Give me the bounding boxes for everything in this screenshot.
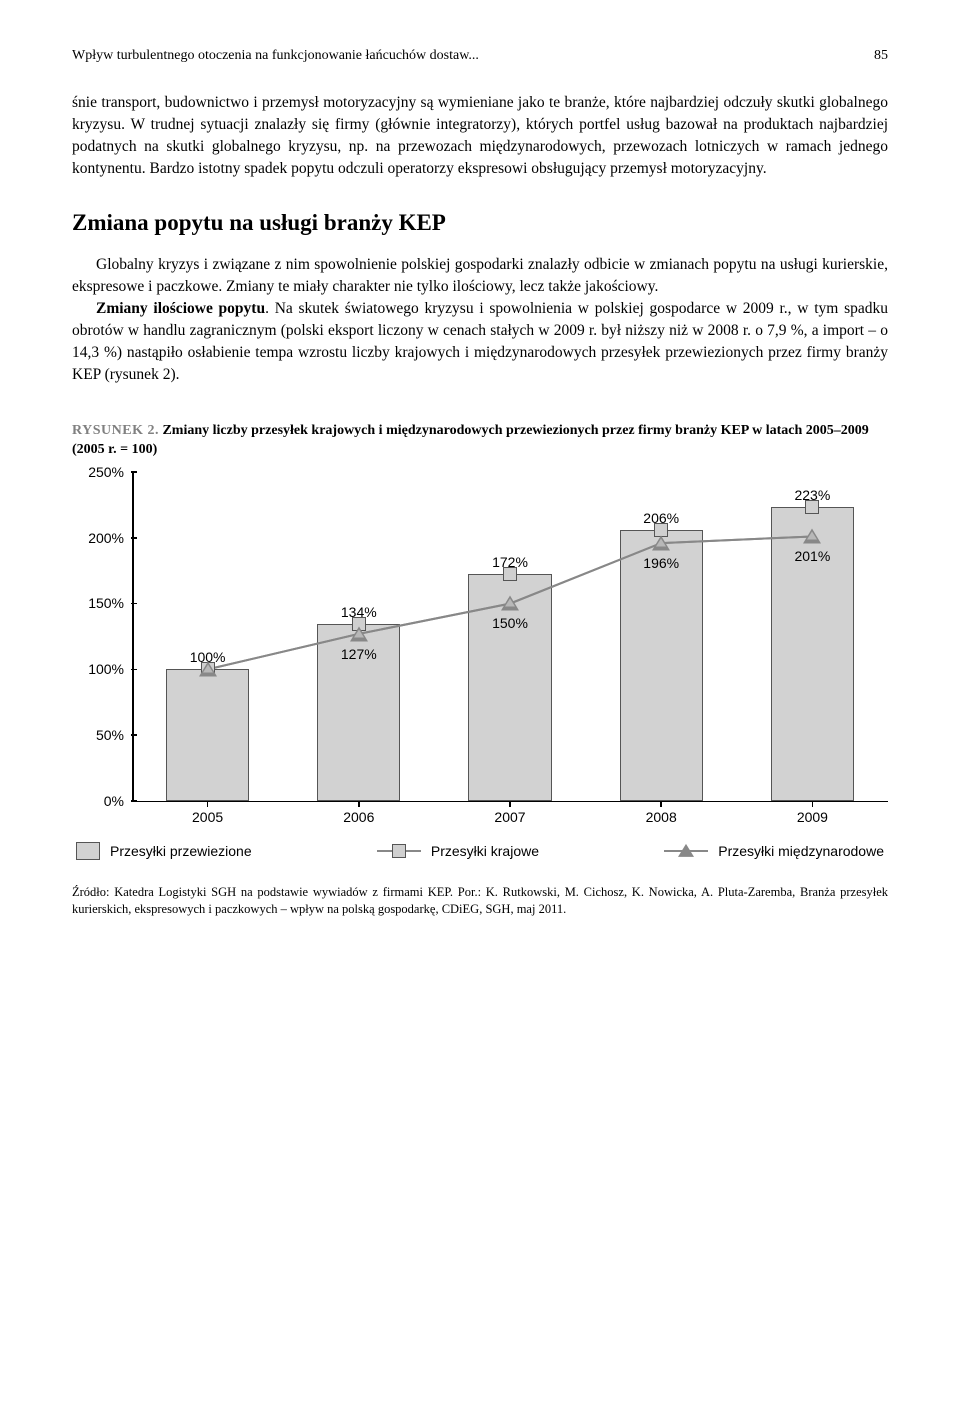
figure-caption: RYSUNEK 2. Zmiany liczby przesyłek krajo…: [72, 422, 888, 460]
y-tick-label: 50%: [72, 727, 124, 743]
x-tick-label: 2006: [343, 809, 374, 825]
figure-caption-text: Zmiany liczby przesyłek krajowych i międ…: [72, 423, 869, 457]
marker-square: [503, 567, 517, 581]
header-title: Wpływ turbulentnego otoczenia na funkcjo…: [72, 48, 479, 64]
marker-triangle: [199, 662, 217, 677]
legend-triangle-swatch: [664, 850, 708, 852]
y-tick-label: 0%: [72, 793, 124, 809]
line-value-label: 196%: [643, 555, 679, 571]
paragraph-2b: Zmiany ilościowe popytu. Na skutek świat…: [72, 298, 888, 386]
line-value-label: 201%: [794, 548, 830, 564]
y-tick-label: 100%: [72, 661, 124, 677]
x-tick-label: 2005: [192, 809, 223, 825]
figure-tag: RYSUNEK 2.: [72, 423, 159, 438]
legend-triangle-label: Przesyłki międzynarodowe: [718, 843, 884, 859]
y-tick-label: 200%: [72, 530, 124, 546]
marker-triangle: [501, 596, 519, 611]
line-value-label: 150%: [492, 615, 528, 631]
running-header: Wpływ turbulentnego otoczenia na funkcjo…: [72, 48, 888, 64]
x-tick-label: 2009: [797, 809, 828, 825]
bold-lead: Zmiany ilościowe popytu: [96, 300, 265, 317]
marker-triangle: [652, 535, 670, 550]
legend-square-label: Przesyłki krajowe: [431, 843, 539, 859]
line-value-label: 127%: [341, 646, 377, 662]
marker-triangle: [350, 626, 368, 641]
section-title: Zmiana popytu na usługi branży KEP: [72, 210, 888, 236]
x-tick-label: 2007: [494, 809, 525, 825]
y-tick-label: 250%: [72, 464, 124, 480]
chart-plot-area: 100%2005134%2006172%2007206%2008223%2009…: [132, 472, 888, 802]
page-number: 85: [874, 48, 888, 64]
legend-square-swatch: [377, 850, 421, 852]
source-note: Źródło: Katedra Logistyki SGH na podstaw…: [72, 884, 888, 918]
y-tick-label: 150%: [72, 595, 124, 611]
marker-square: [805, 500, 819, 514]
x-tick-label: 2008: [646, 809, 677, 825]
legend-bar: Przesyłki przewiezione: [76, 842, 252, 860]
bar: [166, 669, 249, 801]
chart-legend: Przesyłki przewiezione Przesyłki krajowe…: [72, 842, 888, 860]
marker-triangle: [803, 529, 821, 544]
legend-bar-swatch: [76, 842, 100, 860]
chart-kep: 100%2005134%2006172%2007206%2008223%2009…: [72, 472, 888, 832]
legend-bar-label: Przesyłki przewiezione: [110, 843, 252, 859]
paragraph-2a: Globalny kryzys i związane z nim spowoln…: [72, 254, 888, 298]
legend-square: Przesyłki krajowe: [377, 842, 539, 860]
paragraph-1: śnie transport, budownictwo i przemysł m…: [72, 92, 888, 180]
legend-triangle: Przesyłki międzynarodowe: [664, 842, 884, 860]
